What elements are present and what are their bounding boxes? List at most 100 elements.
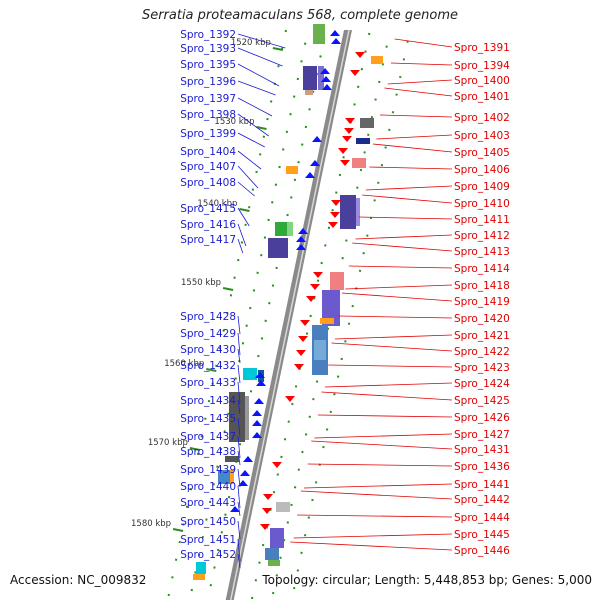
left-leader-line: [237, 165, 259, 189]
left-gene-label: Spro_1428: [180, 311, 236, 323]
left-gene-label: Spro_1432: [180, 360, 236, 372]
right-gene-label: Spro_1446: [454, 545, 510, 557]
left-gene-label: Spro_1393: [180, 43, 236, 55]
left-gene-block: [287, 222, 293, 236]
left-arrow-glyph: [312, 136, 322, 142]
left-gene-label: Spro_1433: [180, 377, 236, 389]
right-leader-line: [307, 463, 453, 467]
left-arrow-glyph: [298, 228, 308, 234]
right-gene-label: Spro_1425: [454, 395, 510, 407]
tick-mark: [222, 287, 234, 291]
left-gene-label: Spro_1430: [180, 344, 236, 356]
right-leader-line: [376, 134, 453, 140]
genome-title: Serratia proteamaculans 568, complete ge…: [141, 8, 459, 23]
right-gene-label: Spro_1405: [454, 147, 510, 159]
right-gene-label: Spro_1436: [454, 461, 510, 473]
left-leader-line: [237, 80, 276, 96]
left-leader-line: [237, 63, 280, 87]
left-gene-label: Spro_1415: [180, 203, 236, 215]
right-arrow-glyph: [331, 200, 341, 206]
right-gene-label: Spro_1391: [454, 42, 510, 54]
right-leader-line: [317, 414, 453, 418]
left-leader-line: [237, 450, 241, 466]
right-leader-line: [341, 292, 453, 302]
left-leader-line: [237, 381, 241, 405]
tick-mark: [272, 47, 284, 51]
left-arrow-glyph: [320, 68, 330, 74]
right-gene-label: Spro_1419: [454, 296, 510, 308]
tick-label: 1530 kbp: [214, 117, 254, 127]
right-leader-line: [297, 514, 453, 518]
right-leader-line: [355, 234, 453, 240]
left-leader-line: [237, 538, 241, 562]
left-leader-line: [237, 485, 241, 509]
right-arrow-glyph: [294, 364, 304, 370]
right-gene-label: Spro_1418: [454, 280, 510, 292]
right-leader-line: [358, 216, 453, 220]
tick-label: 1560 kbp: [164, 359, 204, 369]
backbone-highlight: [229, 29, 350, 600]
right-gene-block: [276, 502, 290, 512]
right-leader-line: [293, 533, 453, 539]
right-gene-label: Spro_1431: [454, 444, 510, 456]
right-leader-line: [290, 541, 453, 551]
right-arrow-glyph: [263, 494, 273, 500]
right-gene-label: Spro_1420: [454, 313, 510, 325]
left-leader-line: [237, 223, 247, 247]
left-leader-line: [237, 181, 255, 197]
left-arrow-glyph: [331, 38, 341, 44]
right-arrow-glyph: [298, 336, 308, 342]
left-gene-label: Spro_1434: [180, 395, 236, 407]
left-gene-label: Spro_1451: [180, 534, 236, 546]
topology-text: Topology: circular; Length: 5,448,853 bp…: [262, 573, 592, 587]
right-arrow-glyph: [350, 70, 360, 76]
left-gene-label: Spro_1404: [180, 146, 236, 158]
left-leader-line: [237, 468, 241, 488]
left-gene-label: Spro_1438: [180, 446, 236, 458]
left-gene-label: Spro_1399: [180, 128, 236, 140]
tick-mark: [172, 528, 184, 532]
right-gene-label: Spro_1427: [454, 429, 510, 441]
left-gene-label: Spro_1395: [180, 59, 236, 71]
right-leader-line: [338, 315, 453, 319]
right-gene-label: Spro_1406: [454, 164, 510, 176]
genome-backbone: [225, 30, 352, 600]
right-gene-block: [330, 272, 344, 290]
right-gene-label: Spro_1422: [454, 346, 510, 358]
right-leader-line: [314, 433, 453, 439]
left-gene-label: Spro_1417: [180, 234, 236, 246]
tick-label: 1580 kbp: [131, 519, 171, 529]
right-arrow-glyph: [262, 508, 272, 514]
tick-label: 1540 kbp: [197, 199, 237, 209]
right-leader-line: [387, 79, 453, 85]
left-gene-label: Spro_1397: [180, 93, 236, 105]
right-leader-line: [348, 265, 453, 269]
right-leader-line: [362, 194, 453, 204]
right-leader-line: [372, 143, 453, 153]
right-gene-label: Spro_1403: [454, 130, 510, 142]
right-leader-line: [303, 483, 453, 489]
right-gene-label: Spro_1444: [454, 512, 510, 524]
left-gene-label: Spro_1435: [180, 413, 236, 425]
right-gene-block: [371, 56, 383, 64]
right-leader-line: [369, 166, 453, 170]
right-gene-label: Spro_1421: [454, 330, 510, 342]
right-leader-line: [380, 114, 453, 118]
left-leader-line: [237, 113, 269, 137]
track-dots: [250, 29, 371, 600]
right-gene-block: [322, 290, 340, 326]
right-leader-line: [394, 38, 453, 48]
left-gene-block: [318, 66, 324, 90]
left-gene-label: Spro_1452: [180, 549, 236, 561]
left-gene-label: Spro_1437: [180, 431, 236, 443]
left-arrow-glyph: [305, 172, 315, 178]
left-arrow-glyph: [252, 432, 262, 438]
right-arrow-glyph: [338, 148, 348, 154]
left-arrow-glyph: [238, 480, 248, 486]
right-arrow-glyph: [330, 212, 340, 218]
left-gene-block: [218, 470, 230, 484]
right-arrow-glyph: [310, 284, 320, 290]
right-arrow-glyph: [306, 296, 316, 302]
